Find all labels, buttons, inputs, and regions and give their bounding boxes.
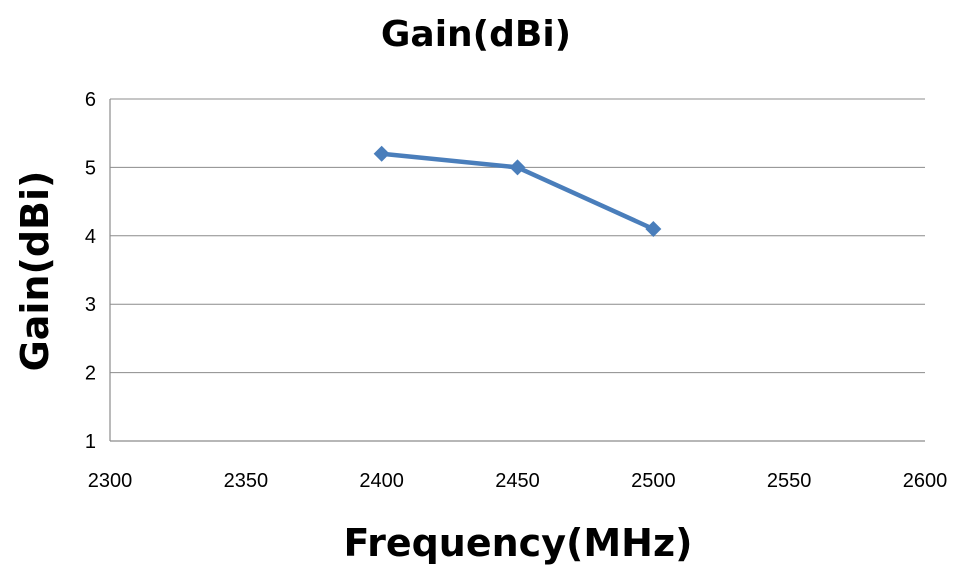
x-tick-label: 2550 <box>767 470 812 492</box>
data-point-marker <box>373 145 390 162</box>
y-axis-title: Gain(dBi) <box>13 171 57 372</box>
y-tick-label: 5 <box>85 157 96 179</box>
y-tick-label: 4 <box>85 226 96 248</box>
x-tick-label: 2450 <box>495 470 540 492</box>
chart-title: Gain(dBi) <box>381 14 571 55</box>
grid-layer <box>109 98 925 442</box>
x-tick-label: 2400 <box>359 470 404 492</box>
x-axis-title: Frequency(MHz) <box>344 521 693 565</box>
x-tick-label: 2300 <box>88 470 133 492</box>
x-tick-label: 2500 <box>631 470 676 492</box>
y-tick-label: 2 <box>85 363 96 385</box>
y-tick-label: 6 <box>85 89 96 111</box>
x-tick-label: 2350 <box>224 470 269 492</box>
series-layer <box>373 145 662 237</box>
data-point-marker <box>509 159 526 176</box>
x-tick-label: 2600 <box>903 470 948 492</box>
y-tick-label: 1 <box>85 431 96 453</box>
tick-label-layer: 1 2 3 4 5 6 2300 2350 2400 2450 2500 2550 2600 <box>85 89 947 492</box>
data-point-marker <box>645 220 662 237</box>
y-tick-label: 3 <box>85 294 96 316</box>
